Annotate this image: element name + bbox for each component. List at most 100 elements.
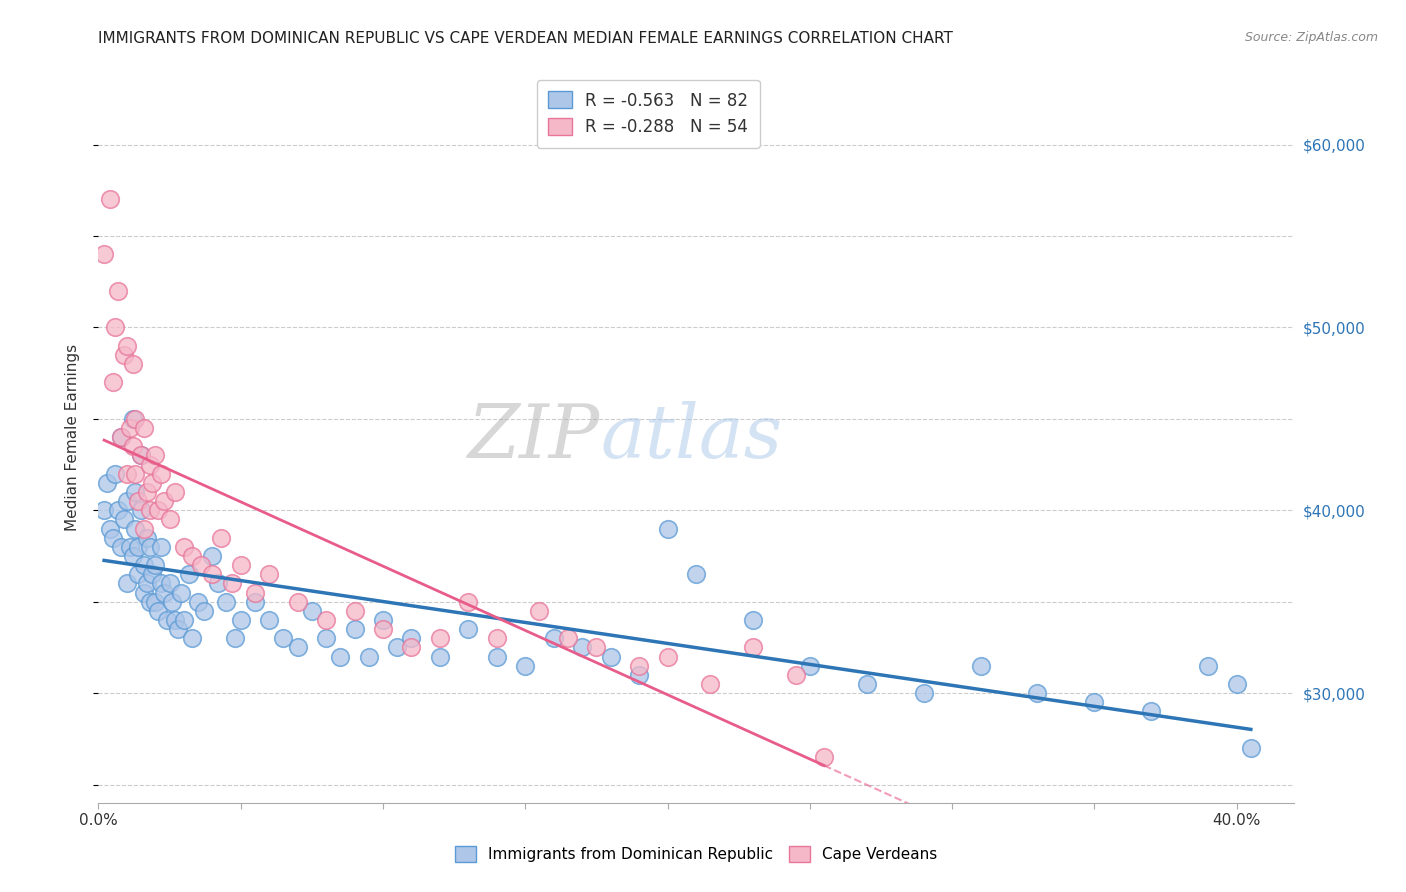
Point bbox=[143, 448, 166, 462]
Point bbox=[557, 631, 579, 645]
Point bbox=[628, 658, 651, 673]
Point bbox=[129, 503, 152, 517]
Point bbox=[115, 576, 138, 591]
Point bbox=[201, 549, 224, 563]
Point bbox=[429, 649, 451, 664]
Point bbox=[107, 284, 129, 298]
Point bbox=[187, 594, 209, 608]
Point bbox=[121, 357, 143, 371]
Point bbox=[93, 247, 115, 261]
Point bbox=[343, 622, 366, 636]
Point bbox=[315, 613, 337, 627]
Point bbox=[371, 622, 394, 636]
Point bbox=[159, 512, 181, 526]
Point bbox=[121, 439, 143, 453]
Point bbox=[813, 750, 835, 764]
Point bbox=[115, 467, 138, 481]
Point bbox=[224, 631, 246, 645]
Point bbox=[135, 576, 157, 591]
Point bbox=[179, 567, 201, 582]
Point bbox=[181, 631, 204, 645]
Point bbox=[165, 484, 187, 499]
Point bbox=[98, 192, 121, 206]
Point bbox=[148, 503, 170, 517]
Point bbox=[1197, 658, 1219, 673]
Point bbox=[401, 640, 423, 655]
Point bbox=[357, 649, 380, 664]
Point bbox=[153, 585, 176, 599]
Legend: Immigrants from Dominican Republic, Cape Verdeans: Immigrants from Dominican Republic, Cape… bbox=[449, 840, 943, 868]
Text: IMMIGRANTS FROM DOMINICAN REPUBLIC VS CAPE VERDEAN MEDIAN FEMALE EARNINGS CORREL: IMMIGRANTS FROM DOMINICAN REPUBLIC VS CA… bbox=[98, 31, 953, 46]
Point bbox=[143, 558, 166, 573]
Point bbox=[138, 594, 160, 608]
Point bbox=[121, 411, 143, 425]
Point bbox=[315, 631, 337, 645]
Point bbox=[170, 585, 193, 599]
Y-axis label: Median Female Earnings: Median Female Earnings bbox=[65, 343, 80, 531]
Point bbox=[209, 531, 232, 545]
Point bbox=[148, 604, 170, 618]
Point bbox=[969, 658, 991, 673]
Point bbox=[101, 375, 124, 389]
Point bbox=[132, 558, 155, 573]
Point bbox=[685, 567, 707, 582]
Point bbox=[571, 640, 593, 655]
Point bbox=[741, 640, 763, 655]
Point bbox=[96, 475, 118, 490]
Point bbox=[127, 540, 149, 554]
Point bbox=[173, 540, 195, 554]
Point bbox=[138, 540, 160, 554]
Point bbox=[529, 604, 551, 618]
Point bbox=[485, 649, 508, 664]
Point bbox=[127, 494, 149, 508]
Point bbox=[124, 411, 146, 425]
Point bbox=[98, 521, 121, 535]
Point bbox=[167, 622, 190, 636]
Point bbox=[273, 631, 295, 645]
Point bbox=[162, 594, 184, 608]
Point bbox=[135, 484, 157, 499]
Point bbox=[371, 613, 394, 627]
Point bbox=[515, 658, 537, 673]
Point bbox=[257, 567, 280, 582]
Point bbox=[785, 667, 807, 681]
Text: ZIP: ZIP bbox=[468, 401, 600, 474]
Point bbox=[124, 521, 146, 535]
Point bbox=[243, 585, 266, 599]
Point bbox=[329, 649, 352, 664]
Point bbox=[118, 540, 141, 554]
Point bbox=[121, 549, 143, 563]
Point bbox=[543, 631, 565, 645]
Point bbox=[132, 421, 155, 435]
Point bbox=[401, 631, 423, 645]
Text: Source: ZipAtlas.com: Source: ZipAtlas.com bbox=[1244, 31, 1378, 45]
Point bbox=[150, 576, 173, 591]
Point bbox=[912, 686, 935, 700]
Point bbox=[156, 613, 179, 627]
Point bbox=[129, 448, 152, 462]
Point bbox=[385, 640, 409, 655]
Point bbox=[150, 540, 173, 554]
Point bbox=[207, 576, 229, 591]
Point bbox=[93, 503, 115, 517]
Point bbox=[287, 640, 309, 655]
Point bbox=[193, 604, 215, 618]
Point bbox=[141, 567, 163, 582]
Point bbox=[599, 649, 621, 664]
Point bbox=[1140, 704, 1163, 718]
Point bbox=[657, 649, 679, 664]
Point bbox=[1026, 686, 1049, 700]
Point bbox=[221, 576, 243, 591]
Point bbox=[799, 658, 821, 673]
Point bbox=[124, 467, 146, 481]
Point bbox=[1083, 695, 1105, 709]
Point bbox=[124, 484, 146, 499]
Point bbox=[153, 494, 176, 508]
Point bbox=[657, 521, 679, 535]
Point bbox=[101, 531, 124, 545]
Point bbox=[165, 613, 187, 627]
Point bbox=[112, 348, 135, 362]
Point bbox=[141, 475, 163, 490]
Point bbox=[115, 338, 138, 352]
Point bbox=[585, 640, 607, 655]
